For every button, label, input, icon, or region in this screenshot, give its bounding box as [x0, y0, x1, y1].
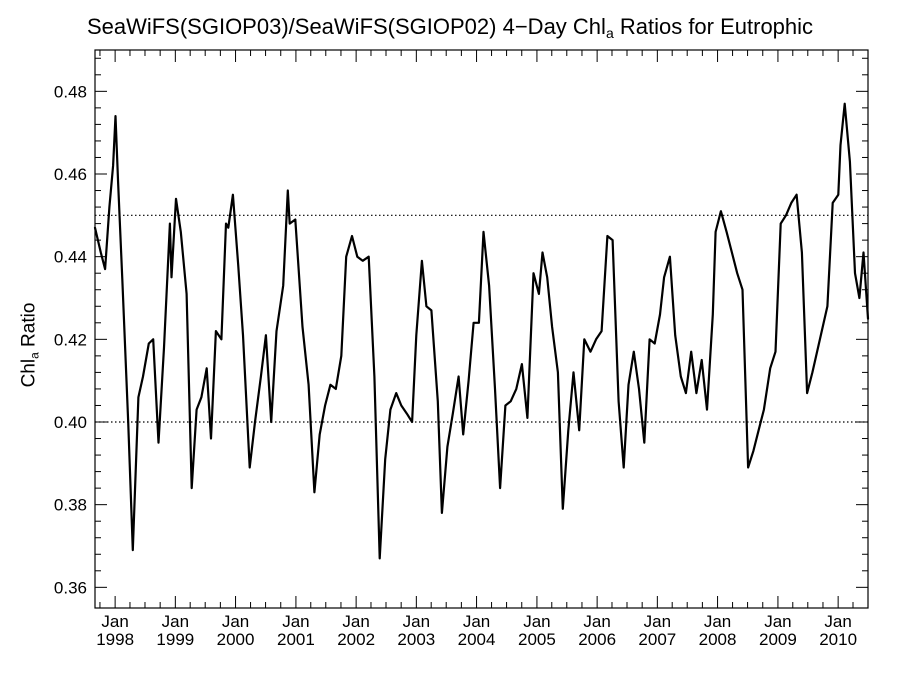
x-tick-month-label: Jan — [463, 612, 490, 631]
y-tick-label: 0.42 — [54, 330, 87, 349]
x-tick-year-label: 2002 — [337, 630, 375, 649]
x-tick-year-label: 2001 — [277, 630, 315, 649]
x-tick-year-label: 2004 — [458, 630, 496, 649]
x-tick-month-label: Jan — [282, 612, 309, 631]
x-tick-year-label: 2005 — [518, 630, 556, 649]
x-tick-month-label: Jan — [583, 612, 610, 631]
x-tick-year-label: 2003 — [397, 630, 435, 649]
x-tick-year-label: 2009 — [759, 630, 797, 649]
x-tick-month-label: Jan — [644, 612, 671, 631]
x-tick-year-label: 1999 — [156, 630, 194, 649]
x-tick-year-label: 2008 — [699, 630, 737, 649]
y-tick-label: 0.38 — [54, 496, 87, 515]
x-tick-year-label: 2000 — [217, 630, 255, 649]
y-tick-label: 0.44 — [54, 248, 87, 267]
x-tick-month-label: Jan — [222, 612, 249, 631]
y-tick-label: 0.36 — [54, 578, 87, 597]
chart-title: SeaWiFS(SGIOP03)/SeaWiFS(SGIOP02) 4−Day … — [86, 14, 814, 41]
x-tick-year-label: 1998 — [96, 630, 134, 649]
x-tick-year-label: 2006 — [578, 630, 616, 649]
reference-lines — [95, 214, 868, 423]
series-group — [93, 102, 870, 560]
ticks-group: 0.360.380.400.420.440.460.48Jan1998Jan19… — [54, 50, 868, 649]
x-tick-month-label: Jan — [824, 612, 851, 631]
x-tick-month-label: Jan — [704, 612, 731, 631]
x-tick-month-label: Jan — [342, 612, 369, 631]
x-tick-month-label: Jan — [101, 612, 128, 631]
x-tick-month-label: Jan — [403, 612, 430, 631]
x-tick-month-label: Jan — [162, 612, 189, 631]
x-tick-year-label: 2010 — [819, 630, 857, 649]
series-line — [93, 102, 870, 560]
x-tick-month-label: Jan — [523, 612, 550, 631]
y-tick-label: 0.40 — [54, 413, 87, 432]
y-tick-label: 0.46 — [54, 165, 87, 184]
plot-frame — [94, 49, 869, 609]
y-tick-label: 0.48 — [54, 82, 87, 101]
x-tick-year-label: 2007 — [638, 630, 676, 649]
x-tick-month-label: Jan — [764, 612, 791, 631]
